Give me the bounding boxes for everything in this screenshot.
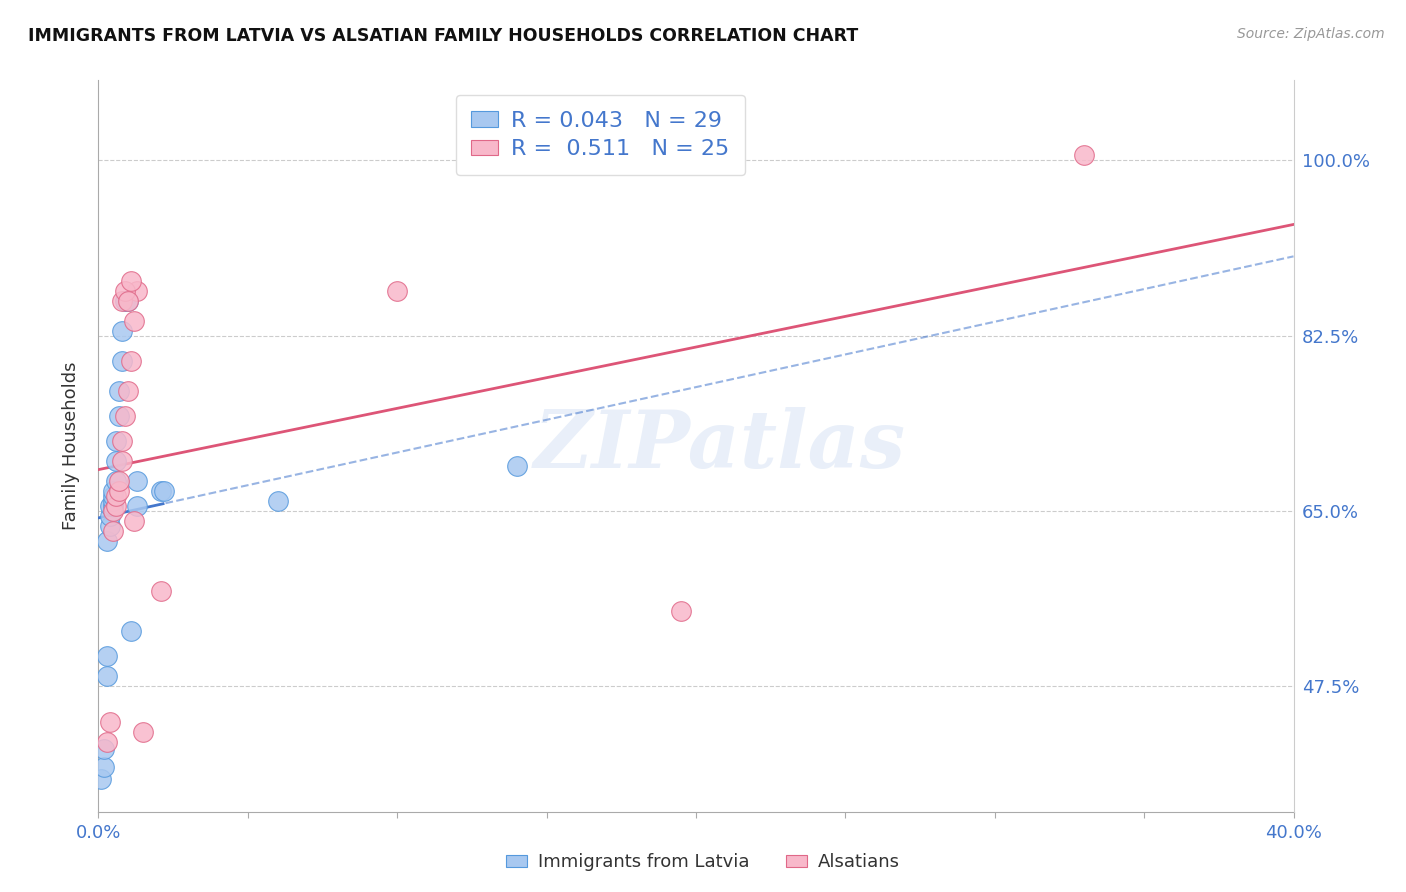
Point — [96, 669, 118, 683]
Point — [114, 409, 136, 423]
Point — [267, 494, 290, 508]
Point — [127, 499, 149, 513]
Point — [111, 293, 134, 308]
Point — [111, 454, 134, 468]
Y-axis label: Family Households: Family Households — [62, 362, 80, 530]
Text: Source: ZipAtlas.com: Source: ZipAtlas.com — [1237, 27, 1385, 41]
Point — [103, 499, 125, 513]
Point — [93, 741, 115, 756]
Point — [105, 489, 128, 503]
Point — [124, 514, 146, 528]
Point — [120, 354, 142, 368]
Point — [105, 474, 128, 488]
Point — [111, 354, 134, 368]
Point — [108, 384, 131, 398]
Text: ZIPatlas: ZIPatlas — [534, 408, 905, 484]
Point — [103, 504, 125, 518]
Point — [117, 293, 139, 308]
Point — [90, 772, 112, 786]
Point — [120, 624, 142, 639]
Point — [105, 434, 128, 448]
Point — [1073, 148, 1095, 162]
Point — [117, 293, 139, 308]
Point — [108, 409, 131, 423]
Point — [506, 458, 529, 473]
Point — [127, 284, 149, 298]
Point — [153, 484, 176, 499]
Point — [105, 499, 128, 513]
Point — [124, 314, 146, 328]
Point — [96, 734, 118, 748]
Point — [120, 274, 142, 288]
Point — [98, 499, 122, 513]
Point — [108, 474, 131, 488]
Point — [103, 484, 125, 499]
Point — [93, 759, 115, 773]
Point — [98, 519, 122, 533]
Point — [111, 434, 134, 448]
Point — [105, 454, 128, 468]
Point — [127, 474, 149, 488]
Text: IMMIGRANTS FROM LATVIA VS ALSATIAN FAMILY HOUSEHOLDS CORRELATION CHART: IMMIGRANTS FROM LATVIA VS ALSATIAN FAMIL… — [28, 27, 859, 45]
Point — [96, 649, 118, 664]
Point — [385, 284, 409, 298]
Point — [114, 284, 136, 298]
Point — [103, 524, 125, 538]
Point — [150, 484, 173, 499]
Legend: R = 0.043   N = 29, R =  0.511   N = 25: R = 0.043 N = 29, R = 0.511 N = 25 — [456, 95, 745, 175]
Point — [98, 509, 122, 524]
Point — [111, 324, 134, 338]
Point — [117, 384, 139, 398]
Legend: Immigrants from Latvia, Alsatians: Immigrants from Latvia, Alsatians — [499, 847, 907, 879]
Point — [98, 714, 122, 729]
Point — [114, 293, 136, 308]
Point — [96, 534, 118, 549]
Point — [103, 489, 125, 503]
Point — [108, 484, 131, 499]
Point — [669, 604, 692, 618]
Point — [132, 724, 155, 739]
Point — [150, 584, 173, 599]
Point — [103, 494, 125, 508]
